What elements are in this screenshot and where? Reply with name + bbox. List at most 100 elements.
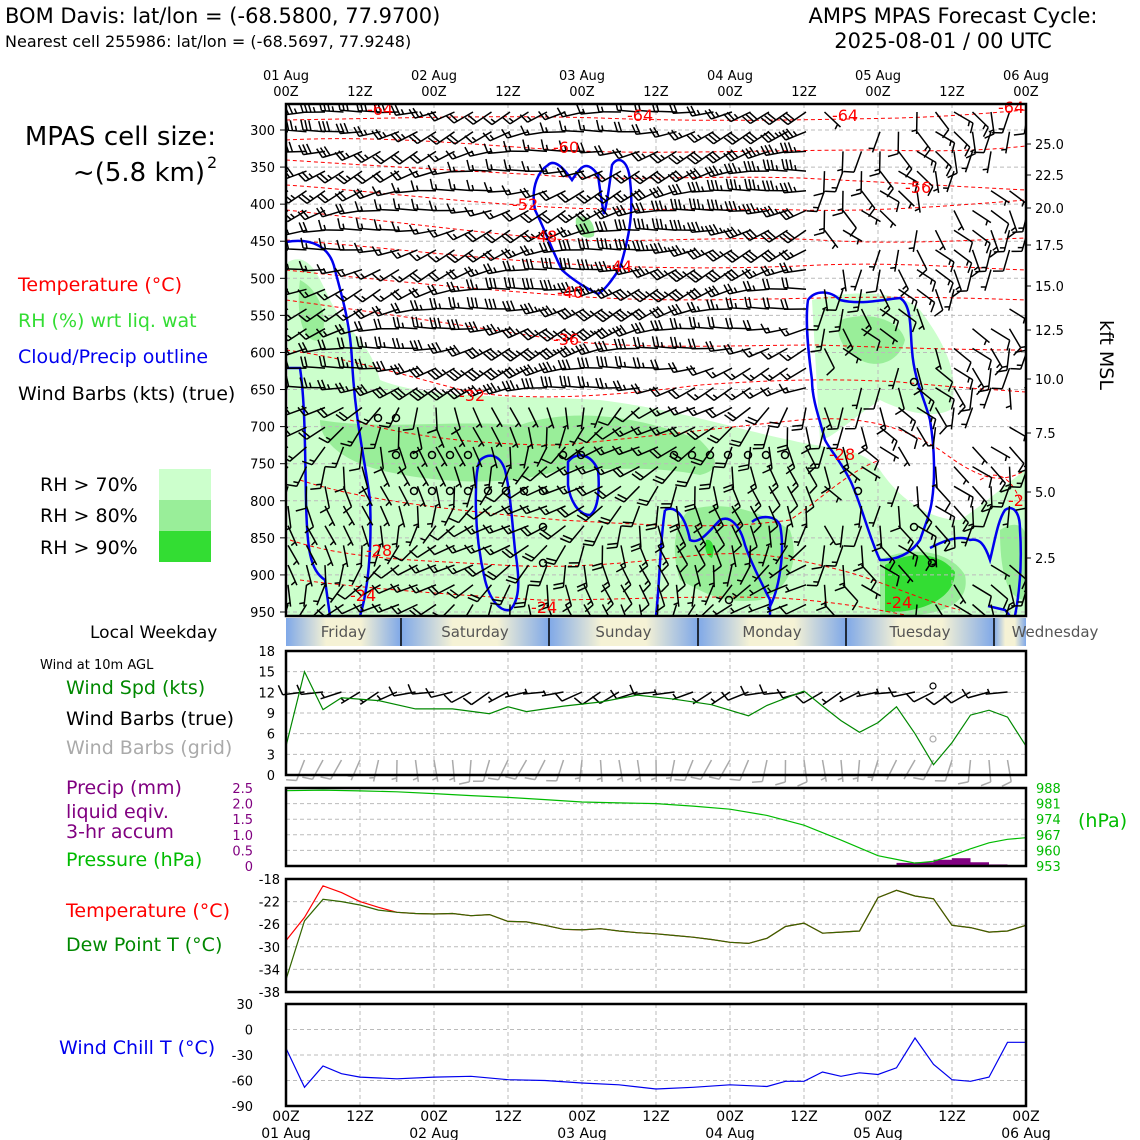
kft-axis-label: kft MSL bbox=[1095, 320, 1117, 390]
precip-ytick: 0 bbox=[245, 860, 253, 875]
grid-barb bbox=[616, 759, 624, 782]
weekday-segment bbox=[698, 618, 846, 646]
wind-barb bbox=[409, 150, 437, 164]
wind-barb bbox=[825, 170, 844, 193]
wind-barb bbox=[392, 316, 418, 330]
wind-barb bbox=[484, 466, 493, 489]
wind-barb bbox=[687, 338, 714, 350]
contour-label: -52 bbox=[512, 195, 538, 214]
kft-tick-label: 2.5 bbox=[1035, 552, 1056, 567]
wind-barb bbox=[730, 603, 751, 615]
wind-barb bbox=[505, 564, 530, 584]
wind-barb bbox=[633, 218, 659, 231]
wind-barb bbox=[686, 247, 714, 260]
wind-barb bbox=[519, 302, 548, 315]
wind-barb bbox=[843, 151, 863, 173]
calm-circle bbox=[780, 450, 790, 460]
surface-barb bbox=[462, 691, 490, 706]
wind-barb bbox=[935, 249, 955, 273]
wind-barb bbox=[959, 387, 974, 413]
wind-barb bbox=[335, 584, 363, 600]
wind-barb bbox=[521, 377, 548, 390]
wind-barb bbox=[758, 545, 770, 567]
pressure-ytick: 988 bbox=[1036, 782, 1061, 797]
wind-barb bbox=[575, 485, 603, 497]
wind-barb bbox=[686, 105, 714, 117]
pressure-tick-label: 700 bbox=[250, 421, 275, 436]
wind-barb bbox=[612, 288, 640, 302]
wind-barb bbox=[336, 337, 363, 350]
wind-barb bbox=[482, 131, 511, 142]
bottom-day-label: 06 Aug bbox=[1001, 1126, 1051, 1140]
wind-barb bbox=[596, 356, 622, 369]
wind-barb bbox=[612, 190, 640, 203]
wind-barb bbox=[464, 206, 492, 217]
calm-circle bbox=[538, 486, 548, 496]
wind-barb bbox=[786, 485, 799, 514]
bottom-hour-label: 12Z bbox=[790, 1109, 817, 1125]
surface-barb bbox=[504, 691, 527, 698]
wind-barb bbox=[971, 111, 989, 138]
wind-barb bbox=[686, 131, 714, 144]
grid-barb bbox=[524, 759, 546, 781]
wind-barb bbox=[688, 198, 714, 212]
wind-barb bbox=[842, 229, 863, 245]
wind-barb bbox=[483, 182, 511, 193]
wind-barb bbox=[287, 564, 298, 586]
wind-barb bbox=[490, 584, 511, 606]
wind-barb bbox=[686, 387, 714, 401]
wind-barb bbox=[446, 584, 474, 599]
wind-barb bbox=[540, 257, 566, 271]
wind-barb bbox=[786, 466, 799, 494]
surface-barb bbox=[376, 691, 398, 702]
precip-legend-1: Precip (mm) bbox=[66, 777, 182, 799]
precip-ytick: 1.0 bbox=[232, 829, 253, 844]
wind-barb bbox=[335, 122, 363, 135]
chill-ytick: -90 bbox=[232, 1100, 253, 1115]
wind-barb bbox=[453, 466, 463, 488]
wind-barb bbox=[615, 545, 627, 573]
pressure-ytick: 981 bbox=[1036, 798, 1061, 813]
wind-barb bbox=[843, 525, 863, 548]
wind-barb bbox=[353, 320, 381, 332]
kft-tick-label: 20.0 bbox=[1035, 202, 1064, 217]
contour-label: -60 bbox=[553, 138, 579, 157]
wind-barb bbox=[731, 525, 743, 554]
wind-barb bbox=[707, 316, 733, 330]
wind-barb bbox=[759, 387, 788, 397]
wind-barb bbox=[503, 277, 529, 291]
cycle-title: AMPS MPAS Forecast Cycle: bbox=[809, 4, 1098, 28]
wind-barb bbox=[785, 584, 807, 594]
wind-barb bbox=[667, 362, 696, 374]
calm-circle bbox=[463, 486, 473, 496]
wind-barb bbox=[334, 466, 346, 493]
wind-barb bbox=[630, 322, 659, 335]
calm-circle bbox=[445, 450, 455, 460]
wind-barb bbox=[324, 525, 337, 546]
wind-barb bbox=[621, 505, 641, 528]
wind-barb bbox=[879, 209, 897, 229]
wind-barb bbox=[844, 407, 863, 430]
wind-barb bbox=[820, 466, 831, 494]
wind-barb bbox=[613, 338, 640, 350]
wind-barb bbox=[762, 159, 788, 172]
wind-barb bbox=[854, 505, 863, 528]
wind-barb bbox=[807, 308, 826, 331]
precip-legend-2: liquid eqiv. bbox=[66, 801, 169, 823]
wind-barb bbox=[630, 446, 659, 457]
top-hour-label: 00Z bbox=[569, 85, 595, 100]
wind-barb bbox=[575, 209, 603, 222]
wind-barb bbox=[861, 328, 881, 352]
wind-barb bbox=[614, 485, 641, 503]
wind-barb bbox=[546, 604, 553, 616]
wind-barb bbox=[342, 486, 353, 514]
chill-ytick: 30 bbox=[236, 998, 253, 1013]
wind-barb bbox=[972, 328, 990, 346]
contour-label: -44 bbox=[606, 257, 632, 276]
wind-barb bbox=[482, 209, 511, 220]
wind-barb bbox=[823, 525, 837, 546]
wind-barb bbox=[356, 104, 381, 113]
wind-barb bbox=[427, 407, 438, 434]
wind-barb bbox=[391, 525, 400, 548]
wind-barb bbox=[705, 340, 733, 352]
